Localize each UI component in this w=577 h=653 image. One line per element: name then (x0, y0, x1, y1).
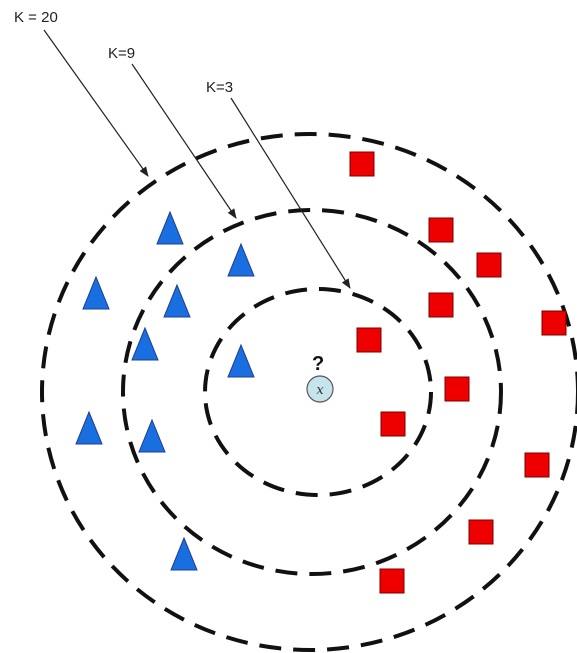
triangle-marker (138, 418, 166, 453)
triangle-marker (82, 275, 110, 310)
square-marker (468, 519, 494, 545)
square-marker (379, 568, 405, 594)
ring-k9 (121, 208, 503, 576)
triangle-marker (227, 343, 255, 378)
square-marker (524, 452, 550, 478)
square-marker (444, 376, 470, 402)
ring-k20 (40, 132, 577, 652)
label-k9: K=9 (108, 45, 135, 62)
label-k20: K = 20 (14, 9, 58, 26)
square-marker (380, 411, 406, 437)
square-marker (541, 310, 567, 336)
triangle-marker (131, 326, 159, 361)
square-marker (476, 252, 502, 278)
query-point: ? x (306, 353, 334, 403)
arrow-k9 (131, 63, 237, 219)
query-question-mark: ? (312, 353, 324, 375)
square-marker (428, 217, 454, 243)
triangle-marker (227, 242, 255, 277)
arrow-k3 (230, 97, 351, 289)
triangle-group (75, 210, 255, 571)
ring-k3 (203, 287, 433, 497)
triangle-marker (170, 536, 198, 571)
square-group (349, 151, 567, 594)
triangle-marker (156, 210, 184, 245)
query-symbol: x (316, 383, 324, 398)
square-marker (428, 292, 454, 318)
arrow-k20 (43, 29, 149, 177)
query-circle (306, 375, 334, 403)
square-marker (349, 151, 375, 177)
triangle-marker (75, 410, 103, 445)
triangle-marker (163, 283, 191, 318)
label-k3: K=3 (206, 79, 233, 96)
square-marker (356, 327, 382, 353)
